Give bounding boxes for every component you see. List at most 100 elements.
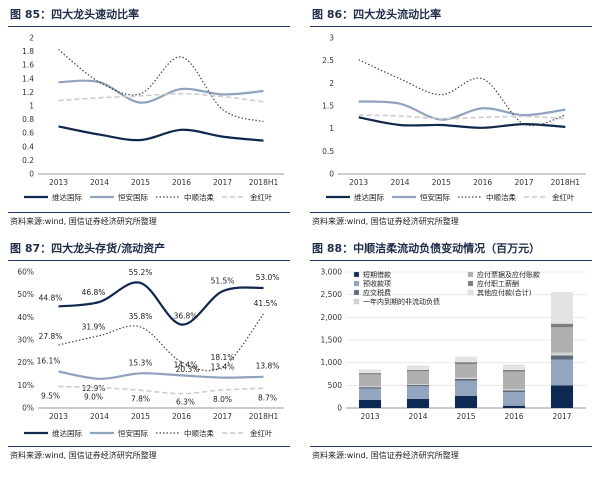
legend-label: 金红叶 [552,192,575,202]
y-tick-label: 0.8 [22,115,34,124]
series-line [58,281,264,326]
y-tick-label: 2 [29,34,34,43]
title-divider [8,26,290,27]
bar-segment [406,369,430,372]
y-tick-label: 0.2 [22,156,34,165]
current-ratio-chart: 0 0.5 1 1.5 2 2.5 3 2013 2014 2015 2016 2017 2018H1 维… [322,34,586,202]
x-tick-label: 2015 [432,178,451,187]
series-line [358,116,566,129]
legend-label: 维达国际 [52,192,82,202]
legend-label: 中顺洁柔 [184,428,214,438]
legend-label: 恒安国际 [118,192,148,202]
legend-label: 中顺洁柔 [184,192,214,202]
legend-swatch [353,298,360,305]
series-line [58,92,264,103]
y-tick-label: 10% [17,381,34,390]
bar-segment [358,374,382,387]
legend-label: 其他应付款(合计) [477,288,532,297]
chart-title: 图 88：中顺洁柔流动负债变动情况（百万元） [312,242,541,255]
bar-segment [358,386,382,388]
data-label: 55.2% [129,268,153,277]
source-note: 资料来源:wind, 国信证券经济研究所整理 [10,217,157,226]
x-tick-label: 2014 [90,178,109,187]
bar-segment [406,383,430,385]
panel-current-liabilities: 图 88：中顺洁柔流动负债变动情况（百万元） 0 500 1,000 1,500 2,0… [306,238,596,477]
y-tick-label: 3,000 [321,268,343,277]
bar-segment [502,364,526,370]
bar-segment [502,388,526,391]
y-tick-label: 1.5 [322,102,334,111]
x-tick-label: 2016 [504,412,523,421]
series-line [358,114,566,120]
legend-label: 应付票据及应付账款 [477,270,540,279]
x-tick-label: 2014 [408,412,427,421]
y-tick-label: 1.8 [22,47,34,56]
bar-segment [502,371,526,389]
legend-label: 金红叶 [250,192,273,202]
y-tick-label: 0 [337,404,342,413]
bar-segment [550,327,574,353]
data-label: 51.5% [211,276,235,285]
source-note: 资料来源:wind, 国信证券经济研究所整理 [10,451,157,460]
y-tick-label: 30% [17,336,34,345]
y-tick-label: 2 [329,79,334,88]
y-tick-label: 40% [17,313,34,322]
data-label: 46.8% [82,288,106,297]
x-tick-label: 2016 [473,178,492,187]
bar-segment [454,378,478,381]
legend-swatch [353,280,360,287]
series-line [58,385,264,395]
data-label: 8.0% [213,395,232,404]
inventory-share-chart: 0% 10% 20% 30% 40% 50% 60% 2013 2014 2015 2016 2017… [17,268,284,438]
y-tick-label: 0% [22,404,34,413]
legend-swatch [467,280,474,287]
series-line [58,49,264,123]
legend-label: 预收款项 [363,279,391,288]
bar-segment [550,385,574,408]
series-line [58,125,264,142]
x-tick-label: 2013 [360,412,379,421]
source-note: 资料来源:wind, 国信证券经济研究所整理 [312,217,459,226]
y-tick-label: 2.5 [322,56,334,65]
legend-label: 中顺洁柔 [486,192,516,202]
x-tick-label: 2016 [172,178,191,187]
data-label: 9.0% [84,393,103,402]
data-label: 44.8% [39,293,63,302]
y-tick-label: 1 [329,124,334,133]
data-label: 16.1% [37,357,61,366]
quick-ratio-chart: 0 0.2 0.4 0.6 0.8 1 1.2 1.4 1.6 1.8 2 2013 2014 2015 2… [22,34,284,202]
data-label: 13.8% [256,362,280,371]
bar-segment [406,398,430,408]
bar-segment [358,387,382,389]
x-tick-label: 2018H1 [249,178,279,187]
legend-swatch [467,271,474,278]
data-label: 18.1% [211,353,235,362]
x-tick-label: 2018H1 [551,178,581,187]
data-label: 53.0% [256,273,280,282]
y-tick-label: 20% [17,358,34,367]
title-divider [8,260,290,261]
legend-label: 恒安国际 [118,428,148,438]
bar-segment [550,355,574,360]
bar-segment [454,377,478,379]
source-divider [8,212,290,213]
x-tick-label: 2014 [90,412,109,421]
y-tick-label: 0.6 [22,129,34,138]
bar-segment [358,369,382,374]
bar-segment [454,362,478,365]
bar-segment [406,365,430,370]
data-label: 20.3% [176,365,200,374]
y-tick-label: 0.5 [322,147,334,156]
legend-label: 维达国际 [354,192,384,202]
bar-segment [406,384,430,387]
bar-segment [550,359,574,386]
bar-segment [502,369,526,372]
legend-swatch [353,289,360,296]
data-label: 12.9% [82,384,106,393]
y-tick-label: 1,500 [321,336,343,345]
chart-title: 图 87：四大龙头存货/流动资产 [10,242,166,255]
y-tick-label: 500 [328,381,343,390]
y-tick-label: 3 [329,34,334,43]
data-label: 9.5% [41,391,60,400]
data-label: 6.3% [176,398,195,407]
